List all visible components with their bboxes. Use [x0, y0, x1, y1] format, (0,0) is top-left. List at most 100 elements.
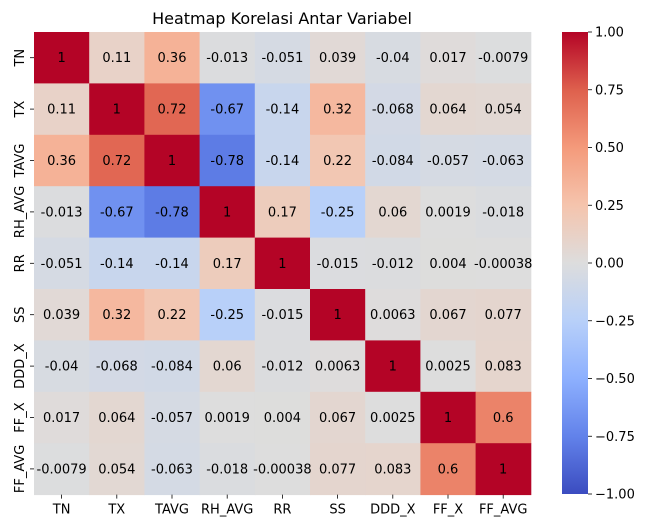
- cell-value-label: 0.11: [47, 103, 76, 118]
- cell-value-label: 0.077: [319, 462, 356, 477]
- heatmap-cell: [310, 391, 366, 444]
- heatmap-cell: [420, 134, 477, 187]
- cell-value-label: 0.72: [102, 154, 131, 169]
- heatmap-cell: [144, 443, 201, 496]
- heatmap-cell: [365, 32, 421, 84]
- y-tick-label: FF_X: [13, 402, 28, 432]
- cell-value-label: -0.00038: [253, 462, 311, 477]
- cell-value-label: -0.0079: [478, 51, 528, 66]
- cell-value-label: 0.36: [47, 154, 76, 169]
- heatmap-cell: [199, 289, 256, 341]
- heatmap-cell: [34, 391, 90, 444]
- cell-value-label: -0.084: [151, 360, 193, 375]
- cell-value-label: 0.054: [485, 103, 522, 118]
- heatmap-cell: [199, 134, 256, 187]
- heatmap-cell: [365, 391, 421, 444]
- cell-value-label: 1: [389, 360, 397, 375]
- cell-value-label: 0.064: [98, 411, 135, 426]
- heatmap-cell: [475, 289, 532, 341]
- heatmap-cell: [254, 83, 311, 136]
- cell-value-label: 0.6: [438, 462, 459, 477]
- cell-value-label: -0.67: [210, 103, 244, 118]
- cell-value-label: 0.17: [213, 257, 242, 272]
- colorbar-tick-label: −0.75: [595, 430, 635, 445]
- cell-value-label: -0.057: [151, 411, 193, 426]
- cell-value-label: -0.14: [266, 154, 300, 169]
- cell-value-label: -0.063: [151, 462, 193, 477]
- heatmap-cell: [89, 340, 145, 393]
- cell-value-label: -0.14: [155, 257, 189, 272]
- heatmap-value-labels: 1 0.11 0.36 -0.013 -0.051 0.039 -0.04 0.017 -0.0…: [37, 51, 533, 477]
- y-tick-label: RR: [13, 254, 28, 272]
- cell-value-label: 0.36: [158, 51, 187, 66]
- heatmap-cell: [420, 340, 477, 393]
- heatmap-cell: [475, 443, 532, 496]
- heatmap-cells: [34, 32, 532, 496]
- cell-value-label: 0.004: [264, 411, 301, 426]
- heatmap-cell: [199, 83, 256, 136]
- heatmap-cell: [254, 391, 311, 444]
- cell-value-label: -0.25: [210, 308, 244, 323]
- cell-value-label: -0.78: [210, 154, 244, 169]
- chart-title: Heatmap Korelasi Antar Variabel: [152, 9, 412, 28]
- cell-value-label: -0.015: [317, 257, 359, 272]
- cell-value-label: 0.32: [323, 103, 352, 118]
- heatmap-cell: [144, 237, 201, 290]
- cell-value-label: -0.25: [321, 205, 355, 220]
- heatmap-cell: [254, 340, 311, 393]
- y-tick-label: DDD_X: [13, 343, 28, 389]
- heatmap-cell: [254, 134, 311, 187]
- colorbar-tick-label: −0.50: [595, 372, 635, 387]
- heatmap-cell: [199, 237, 256, 290]
- cell-value-label: -0.00038: [474, 257, 532, 272]
- heatmap-cell: [89, 237, 145, 290]
- heatmap-cell: [310, 237, 366, 290]
- x-tick-label: RH_AVG: [201, 503, 253, 518]
- cell-value-label: 0.32: [102, 308, 131, 323]
- cell-value-label: 0.083: [485, 360, 522, 375]
- cell-value-label: 0.017: [429, 51, 466, 66]
- heatmap-cell: [475, 237, 532, 290]
- cell-value-label: -0.013: [41, 205, 83, 220]
- colorbar-tick-label: 0.75: [595, 83, 624, 98]
- heatmap-cell: [475, 134, 532, 187]
- heatmap-cell: [89, 134, 145, 187]
- heatmap-cell: [420, 83, 477, 136]
- heatmap-cell: [365, 186, 421, 239]
- heatmap-cell: [420, 186, 477, 239]
- heatmap-cell: [254, 32, 311, 84]
- colorbar-gradient: [562, 32, 588, 494]
- cell-value-label: 0.0025: [370, 411, 416, 426]
- heatmap-cell: [89, 289, 145, 341]
- cell-value-label: -0.14: [266, 103, 300, 118]
- heatmap-cell: [34, 134, 90, 187]
- heatmap-cell: [144, 83, 201, 136]
- y-tick-label: TN: [13, 49, 28, 68]
- heatmap-cell: [420, 32, 477, 84]
- cell-value-label: -0.057: [427, 154, 469, 169]
- cell-value-label: 1: [499, 462, 507, 477]
- cell-value-label: 0.054: [98, 462, 135, 477]
- cell-value-label: 0.017: [43, 411, 80, 426]
- heatmap-cell: [34, 289, 90, 341]
- colorbar-tick-label: −0.25: [595, 314, 635, 329]
- cell-value-label: 0.004: [429, 257, 466, 272]
- cell-value-label: 1: [278, 257, 286, 272]
- heatmap-cell: [144, 186, 201, 239]
- y-tick-label: FF_AVG: [13, 445, 28, 493]
- heatmap-cell: [310, 134, 366, 187]
- cell-value-label: 0.039: [319, 51, 356, 66]
- heatmap-cell: [310, 186, 366, 239]
- cell-value-label: 0.0063: [370, 308, 416, 323]
- cell-value-label: 1: [168, 154, 176, 169]
- heatmap-cell: [34, 237, 90, 290]
- cell-value-label: 1: [113, 103, 121, 118]
- cell-value-label: -0.015: [261, 308, 303, 323]
- cell-value-label: -0.018: [206, 462, 248, 477]
- cell-value-label: -0.013: [206, 51, 248, 66]
- cell-value-label: -0.0079: [37, 462, 87, 477]
- cell-value-label: -0.67: [100, 205, 134, 220]
- heatmap-cell: [199, 186, 256, 239]
- colorbar-tick-label: −1.00: [595, 488, 635, 503]
- heatmap-cell: [420, 237, 477, 290]
